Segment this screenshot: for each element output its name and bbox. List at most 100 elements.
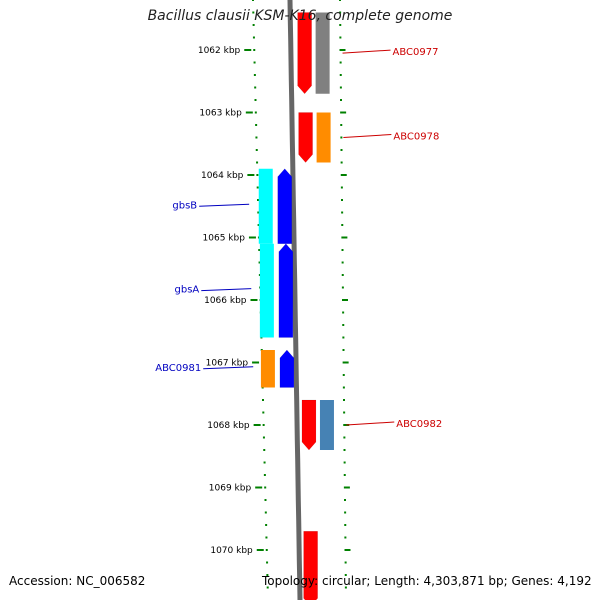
inner-minor-tick — [263, 461, 266, 464]
outer-minor-tick — [341, 261, 344, 264]
inner-minor-tick — [265, 524, 268, 526]
major-tick — [253, 424, 261, 426]
topology-label: Topology: circular; Length: 4,303,871 bp… — [262, 574, 592, 588]
tick-label-1062: 1062 kbp — [198, 46, 241, 56]
inner-minor-tick — [265, 536, 268, 539]
gene-label-line — [203, 366, 254, 370]
inner-minor-tick — [266, 574, 269, 576]
major-tick — [255, 486, 263, 489]
inner-minor-tick — [252, 36, 255, 39]
cds-arrow — [303, 531, 318, 600]
tick-label-1066: 1066 kbp — [204, 296, 247, 306]
outer-minor-tick — [344, 536, 347, 539]
outer-minor-tick — [344, 561, 347, 564]
outer-minor-tick — [339, 11, 342, 14]
gene-label-line — [346, 421, 395, 426]
outer-minor-tick — [341, 199, 343, 201]
tick-layer: 1062 kbp 1063 kbp 1064 kbp 1065 kbp 1066 kbp… — [198, 0, 351, 589]
outer-minor-tick — [340, 161, 343, 164]
gene-label-line — [342, 49, 391, 54]
gene-label-ABC0982: ABC0982 — [396, 419, 442, 430]
inner-minor-tick — [266, 586, 269, 589]
inner-minor-tick — [264, 499, 267, 501]
gene-label-ABC0978: ABC0978 — [393, 132, 439, 143]
outer-minor-tick — [339, 0, 341, 1]
inner-minor-tick — [254, 99, 257, 101]
inner-minor-tick — [257, 224, 260, 226]
outer-minor-tick — [341, 249, 344, 251]
cog-block — [260, 350, 275, 388]
inner-minor-tick — [258, 249, 261, 251]
outer-minor-tick — [340, 149, 343, 151]
map-title: Bacillus clausii KSM-K16, complete genom… — [147, 8, 453, 24]
inner-minor-tick — [262, 436, 265, 439]
tick-label-1064: 1064 kbp — [201, 171, 244, 181]
inner-minor-tick — [263, 474, 266, 476]
outer-minor-tick — [343, 436, 346, 439]
cog-block — [259, 243, 274, 338]
outer-minor-tick — [340, 186, 343, 189]
inner-minor-tick — [255, 149, 258, 151]
outer-minor-tick — [339, 74, 342, 76]
inner-minor-tick — [255, 124, 258, 126]
gene-label-line — [343, 134, 392, 138]
inner-minor-tick — [262, 424, 265, 426]
outer-minor-tick — [343, 449, 346, 451]
outer-minor-tick — [344, 586, 347, 589]
outer-minor-tick — [339, 36, 342, 39]
cds-arrow — [297, 12, 312, 95]
outer-minor-tick — [344, 524, 347, 526]
cds-arrow — [278, 243, 294, 338]
inner-minor-tick — [258, 261, 261, 264]
inner-minor-tick — [266, 561, 269, 564]
outer-minor-tick — [341, 286, 344, 289]
major-tick — [252, 361, 260, 364]
inner-minor-tick — [264, 486, 267, 489]
outer-minor-tick — [341, 236, 348, 239]
inner-minor-tick — [256, 186, 259, 189]
tick-label-1063: 1063 kbp — [199, 109, 242, 119]
outer-minor-tick — [342, 299, 348, 301]
tick-label-1065: 1065 kbp — [203, 234, 246, 244]
outer-minor-tick — [344, 511, 347, 514]
outer-minor-tick — [341, 224, 344, 226]
inner-minor-tick — [254, 111, 257, 114]
outer-minor-tick — [343, 486, 350, 489]
gene-label-line — [199, 203, 250, 207]
inner-minor-tick — [263, 449, 266, 451]
cds-arrow — [301, 399, 317, 451]
outer-minor-tick — [342, 374, 345, 376]
outer-minor-tick — [340, 174, 347, 176]
outer-minor-tick — [343, 411, 346, 414]
outer-minor-tick — [339, 24, 342, 26]
major-tick — [248, 236, 256, 239]
outer-minor-tick — [343, 399, 345, 401]
inner-minor-tick — [256, 174, 259, 176]
tick-label-1067: 1067 kbp — [206, 359, 249, 369]
outer-minor-tick — [340, 111, 347, 114]
inner-minor-tick — [256, 161, 259, 164]
outer-minor-tick — [342, 311, 345, 314]
outer-minor-tick — [339, 49, 346, 51]
outer-minor-tick — [343, 461, 346, 464]
outer-minor-tick — [340, 136, 343, 139]
outer-minor-tick — [342, 324, 345, 326]
inner-minor-tick — [255, 136, 258, 139]
outer-minor-tick — [342, 361, 349, 364]
major-tick — [256, 549, 264, 551]
gene-label-ABC0977: ABC0977 — [393, 47, 439, 58]
inner-minor-tick — [264, 511, 267, 514]
gene-label-line — [201, 288, 252, 292]
cog-block — [319, 400, 334, 450]
tick-label-1070: 1070 kbp — [210, 546, 253, 556]
outer-minor-tick — [342, 336, 345, 339]
accession-label: Accession: NC_006582 — [9, 574, 146, 588]
cog-block — [258, 168, 273, 244]
inner-minor-tick — [253, 74, 256, 76]
outer-minor-tick — [341, 274, 344, 276]
gene-label-gbsB: gbsB — [172, 200, 197, 211]
gene-label-gbsA: gbsA — [175, 285, 200, 296]
cog-block — [315, 12, 330, 94]
tick-label-1069: 1069 kbp — [209, 484, 252, 494]
